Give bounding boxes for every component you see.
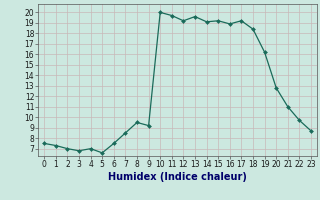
X-axis label: Humidex (Indice chaleur): Humidex (Indice chaleur) — [108, 172, 247, 182]
